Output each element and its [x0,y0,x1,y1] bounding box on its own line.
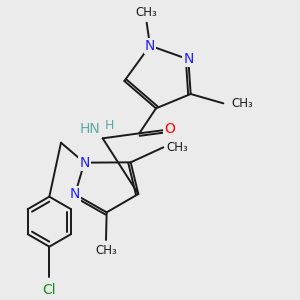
Text: CH₃: CH₃ [231,97,253,110]
Text: N: N [183,52,194,66]
Text: CH₃: CH₃ [95,244,117,257]
Text: Cl: Cl [43,283,56,297]
Text: N: N [79,156,89,170]
Text: CH₃: CH₃ [136,6,158,19]
Text: O: O [165,122,176,136]
Text: N: N [70,187,80,201]
Text: CH₃: CH₃ [166,141,188,154]
Text: HN: HN [80,122,101,136]
Text: N: N [145,39,155,53]
Text: H: H [105,119,114,132]
